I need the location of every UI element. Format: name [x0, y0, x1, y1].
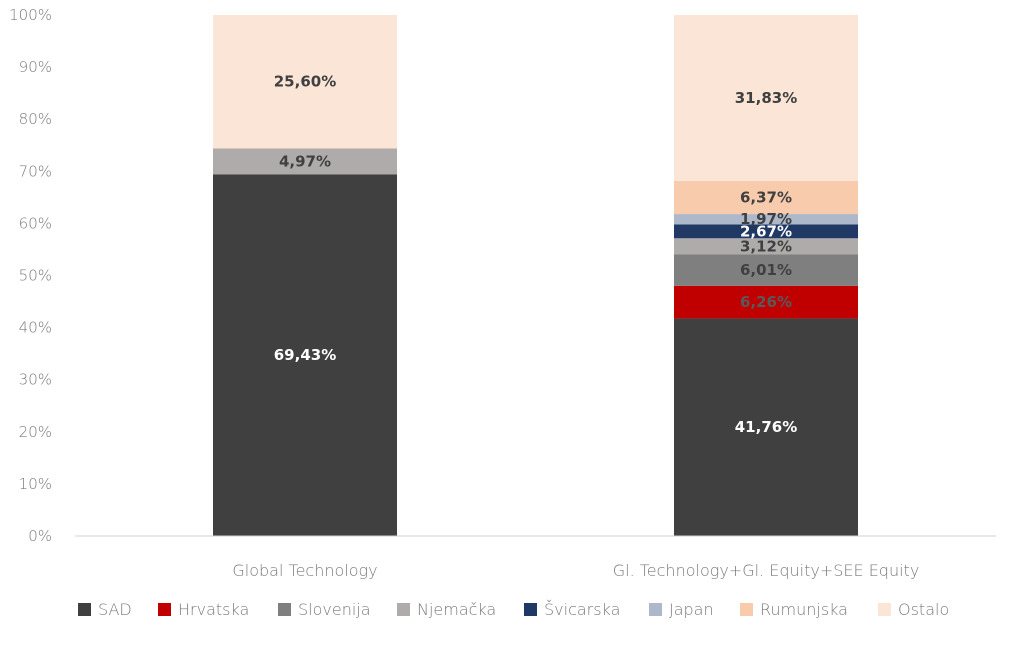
legend-swatch-svicarska: [524, 603, 537, 616]
bar-segment-sad: [674, 318, 858, 536]
y-tick-label: 90%: [19, 58, 52, 76]
data-label-svicarska: 2,67%: [740, 222, 792, 240]
legend-label-svicarska: Švicarska: [544, 600, 620, 619]
data-label-ostalo: 31,83%: [735, 89, 797, 107]
y-tick-label: 10%: [19, 475, 52, 493]
y-tick-label: 100%: [9, 6, 52, 24]
data-label-japan: 1,97%: [740, 210, 792, 228]
legend-label-hrvatska: Hrvatska: [178, 600, 249, 619]
y-axis: 0% 10% 20% 30% 40% 50% 60% 70% 80% 90% 100%: [9, 6, 52, 545]
data-label-hrvatska: 6,26%: [740, 293, 792, 311]
bar-segment-japan: [674, 214, 858, 225]
legend-swatch-njemacka: [397, 603, 410, 616]
bar-segment-njemacka: [213, 148, 397, 175]
legend-label-rumunjska: Rumunjska: [760, 600, 848, 619]
bar-segment-sad: [213, 174, 397, 536]
data-label-sad: 69,43%: [274, 346, 336, 364]
legend-swatch-hrvatska: [158, 603, 171, 616]
legend-swatch-slovenija: [278, 603, 291, 616]
legend-label-slovenija: Slovenija: [298, 600, 371, 619]
x-category-label: Global Technology: [232, 561, 377, 580]
y-tick-label: 50%: [19, 267, 52, 285]
y-tick-label: 0%: [28, 527, 52, 545]
bar-segment-njemacka: [674, 238, 858, 255]
data-label-njemacka: 3,12%: [740, 237, 792, 255]
bar-segment-ostalo: [213, 15, 397, 149]
y-tick-label: 20%: [19, 423, 52, 441]
bar-segment-rumunjska: [674, 180, 858, 215]
bar-segment-slovenija: [674, 254, 858, 286]
x-axis: Global Technology Gl. Technology+Gl. Equi…: [232, 561, 919, 580]
y-tick-label: 80%: [19, 110, 52, 128]
legend-swatch-japan: [649, 603, 662, 616]
legend-swatch-rumunjska: [740, 603, 753, 616]
y-tick-label: 60%: [19, 214, 52, 232]
legend-swatch-sad: [78, 603, 91, 616]
bars: 69,43% 4,97% 25,60% 41,76% 6,26% 6,01% 3,12%2,…: [213, 15, 858, 536]
legend: SAD Hrvatska Slovenija Njemačka Švicarska Jap…: [78, 600, 949, 619]
legend-swatch-ostalo: [878, 603, 891, 616]
y-tick-label: 40%: [19, 319, 52, 337]
y-tick-label: 70%: [19, 162, 52, 180]
bar-segment-hrvatska: [674, 285, 858, 319]
data-label-njemacka: 4,97%: [279, 152, 331, 170]
legend-label-sad: SAD: [98, 600, 132, 619]
y-tick-label: 30%: [19, 371, 52, 389]
bar-segment-svicarska: [674, 224, 858, 239]
data-label-rumunjska: 6,37%: [740, 188, 792, 206]
bar-segment-ostalo: [674, 15, 858, 181]
data-label-ostalo: 25,60%: [274, 73, 336, 91]
legend-label-japan: Japan: [669, 600, 714, 619]
legend-label-njemacka: Njemačka: [417, 600, 496, 619]
data-label-slovenija: 6,01%: [740, 261, 792, 279]
legend-label-ostalo: Ostalo: [898, 600, 949, 619]
data-label-sad: 41,76%: [735, 418, 797, 436]
x-category-label: Gl. Technology+Gl. Equity+SEE Equity: [613, 561, 920, 580]
